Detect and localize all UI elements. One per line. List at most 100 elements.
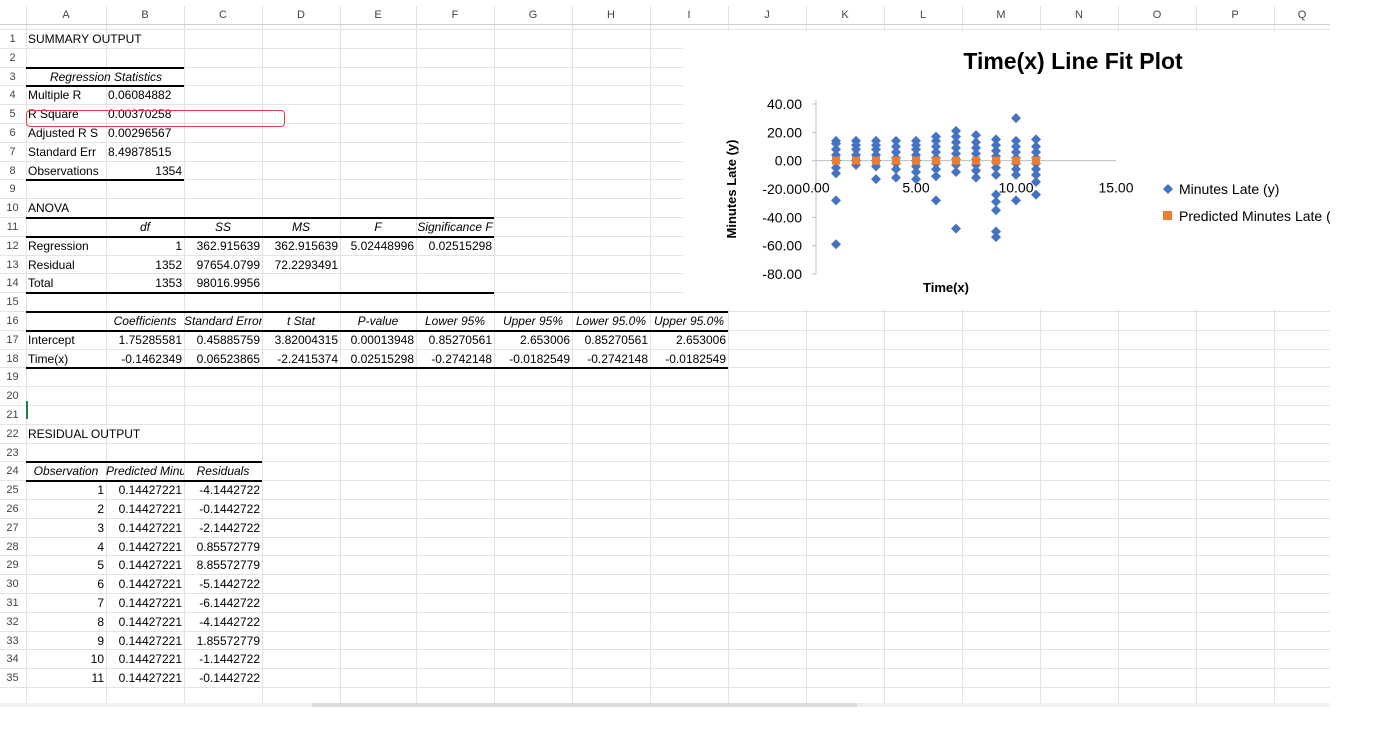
coefficient-value[interactable]: -2.2415374 [277,351,338,366]
row-header-7[interactable]: 7 [9,145,16,158]
residual-value[interactable]: 1 [97,483,104,498]
column-header-m[interactable]: M [996,9,1006,21]
coefficient-value[interactable]: 0.06523865 [196,351,260,366]
stat-label[interactable]: Standard Err [28,144,97,159]
column-header-e[interactable]: E [374,9,382,21]
anova-value[interactable]: 97654.0799 [196,257,260,272]
row-header-24[interactable]: 24 [6,465,19,478]
row-header-3[interactable]: 3 [9,70,16,83]
coefficients-header[interactable]: Standard Error [184,314,262,328]
line-fit-plot-chart[interactable]: Time(x) Line Fit Plot 40.00 20.00 0.00 -20.… [683,31,1330,309]
row-header-5[interactable]: 5 [9,108,16,121]
residual-value[interactable]: -4.1442722 [199,614,260,629]
coefficient-value[interactable]: 0.85270561 [428,332,492,347]
anova-value[interactable]: 362.915639 [274,238,338,253]
column-header-c[interactable]: C [219,9,227,21]
residual-value[interactable]: 0.14427221 [118,558,182,573]
anova-header[interactable]: MS [292,220,310,234]
stat-value[interactable]: 0.06084882 [108,88,172,103]
coefficients-row-label[interactable]: Time(x) [28,351,69,366]
stat-value[interactable]: 1354 [155,163,182,178]
coefficients-header[interactable]: Lower 95.0% [575,314,647,328]
residual-value[interactable]: 0.14427221 [118,539,182,554]
coefficient-value[interactable]: 2.653006 [519,332,570,347]
row-header-13[interactable]: 13 [6,258,19,271]
residual-value[interactable]: 6 [97,577,104,592]
coefficient-value[interactable]: 0.00013948 [350,332,414,347]
anova-value[interactable]: 5.02448996 [350,238,414,253]
row-header-28[interactable]: 28 [6,540,19,553]
residual-output-title[interactable]: RESIDUAL OUTPUT [28,426,141,441]
anova-value[interactable]: 1352 [155,257,182,272]
row-header-17[interactable]: 17 [6,333,19,346]
row-header-16[interactable]: 16 [6,315,19,327]
row-header-32[interactable]: 32 [6,615,19,628]
coefficients-header[interactable]: t Stat [286,314,315,328]
anova-value[interactable]: 0.02515298 [428,238,492,253]
column-header-l[interactable]: L [919,9,927,21]
coefficient-value[interactable]: 2.653006 [675,332,726,347]
anova-header[interactable]: F [374,220,382,234]
row-header-21[interactable]: 21 [6,409,19,421]
column-header-i[interactable]: I [687,9,691,21]
residual-value[interactable]: 8 [97,614,104,629]
residual-value[interactable]: 0.14427221 [118,671,182,686]
coefficients-row-label[interactable]: Intercept [28,332,75,347]
column-header-g[interactable]: G [528,9,538,21]
coefficient-value[interactable]: -0.0182549 [509,351,570,366]
residual-header[interactable]: Observation [33,464,99,479]
summary-title[interactable]: SUMMARY OUTPUT [28,32,142,46]
coefficient-value[interactable]: -0.2742148 [431,351,492,366]
column-header-o[interactable]: O [1152,9,1162,21]
anova-value[interactable]: 72.2293491 [274,257,338,272]
anova-header[interactable]: df [139,220,150,234]
residual-value[interactable]: 10 [90,652,104,667]
row-header-11[interactable]: 11 [6,221,19,233]
row-header-2[interactable]: 2 [9,51,16,64]
stat-label[interactable]: Adjusted R S [28,126,99,140]
coefficients-header[interactable]: Coefficients [113,314,177,328]
row-header-25[interactable]: 25 [6,484,19,497]
coefficient-value[interactable]: -0.2742148 [587,351,648,366]
residual-value[interactable]: 8.85572779 [196,558,260,573]
coefficients-header[interactable]: Upper 95% [502,314,564,328]
stat-value[interactable]: 8.49878515 [108,144,172,159]
residual-value[interactable]: 9 [97,633,104,648]
coefficient-value[interactable]: -0.1462349 [121,351,182,366]
row-header-18[interactable]: 18 [6,352,19,365]
column-header-h[interactable]: H [607,9,615,21]
residual-value[interactable]: 1.85572779 [196,633,260,648]
residual-value[interactable]: 11 [91,671,104,686]
residual-value[interactable]: 0.85572779 [196,539,260,554]
anova-header[interactable]: Significance F [417,220,493,234]
coefficients-header[interactable]: Upper 95.0% [653,314,725,328]
residual-header[interactable]: Residuals [196,464,250,479]
anova-value[interactable]: 362.915639 [196,238,260,253]
column-header-j[interactable]: J [764,9,770,21]
residual-value[interactable]: 0.14427221 [118,483,182,498]
row-header-6[interactable]: 6 [9,127,16,139]
row-header-12[interactable]: 12 [6,239,19,252]
residual-value[interactable]: -4.1442722 [199,483,260,498]
row-header-14[interactable]: 14 [6,277,19,290]
stat-value[interactable]: 0.00296567 [108,126,172,140]
coefficient-value[interactable]: 1.75285581 [118,332,182,347]
residual-value[interactable]: 5 [97,558,104,573]
stat-label[interactable]: Multiple R [28,88,82,103]
anova-row-label[interactable]: Residual [28,257,75,272]
column-header-d[interactable]: D [297,9,305,21]
coefficients-header[interactable]: P-value [357,314,399,328]
row-header-33[interactable]: 33 [6,634,19,647]
anova-row-label[interactable]: Regression [28,238,89,253]
coefficient-value[interactable]: 0.85270561 [584,332,648,347]
row-header-4[interactable]: 4 [9,89,16,102]
residual-value[interactable]: -0.1442722 [199,502,260,516]
row-header-27[interactable]: 27 [6,521,19,534]
residual-value[interactable]: 3 [97,520,104,535]
row-header-35[interactable]: 35 [6,672,19,685]
column-header-p[interactable]: P [1231,9,1239,21]
coefficient-value[interactable]: -0.0182549 [665,351,726,366]
residual-value[interactable]: 7 [97,596,104,610]
residual-value[interactable]: 0.14427221 [118,502,182,516]
